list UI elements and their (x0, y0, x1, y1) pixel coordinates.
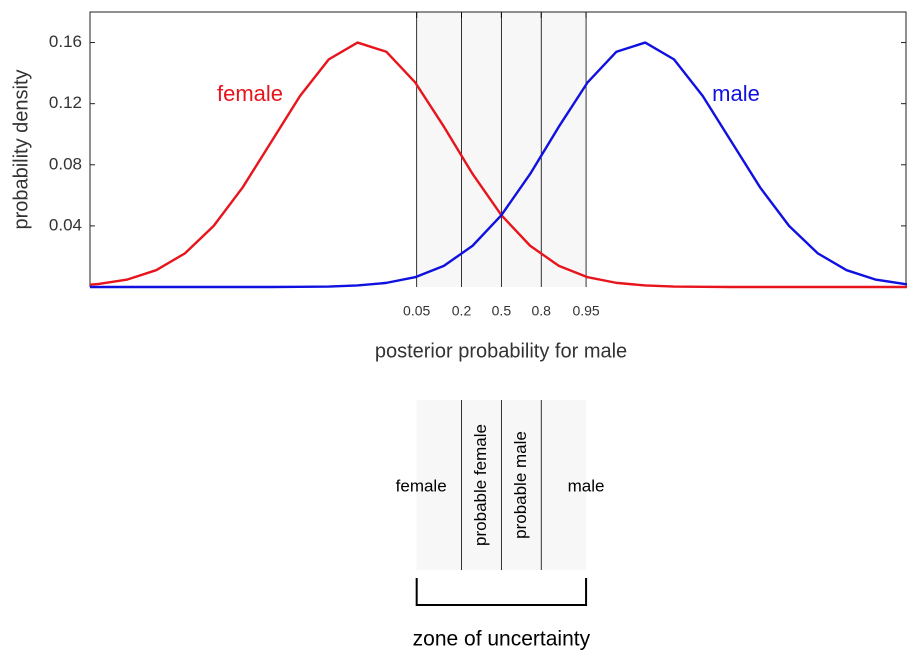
zone-bracket (415, 578, 588, 606)
y-axis-label: probability density (10, 69, 32, 229)
x-tick-label: 0.8 (532, 303, 552, 319)
zone-label: female (396, 476, 447, 495)
plot-frame (89, 11, 907, 287)
zone-label: probable male (511, 431, 530, 539)
zone-label: probable female (471, 424, 490, 546)
zone-caption: zone of uncertainty (413, 628, 591, 651)
x-tick-label: 0.95 (572, 303, 599, 319)
y-tick-label: 0.08 (49, 154, 82, 173)
x-tick-label: 0.5 (492, 303, 512, 319)
series-label: female (217, 81, 283, 106)
x-axis-label: posterior probability for male (375, 340, 627, 362)
y-tick-label: 0.04 (49, 215, 82, 234)
y-tick-label: 0.12 (49, 93, 82, 112)
zone-label: male (568, 476, 605, 495)
series-label: male (712, 81, 760, 106)
x-tick-label: 0.05 (403, 303, 430, 319)
density-curve (90, 41, 907, 289)
x-tick-label: 0.2 (452, 303, 472, 319)
y-tick-label: 0.16 (49, 32, 82, 51)
